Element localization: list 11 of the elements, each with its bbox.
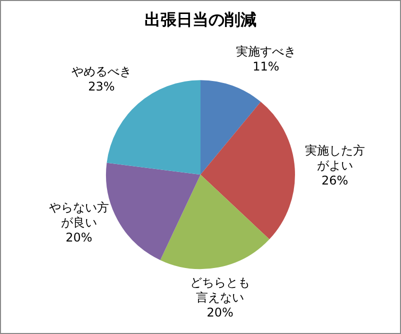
data-label: 20% — [66, 230, 92, 245]
slice-label: やらない方が良い — [48, 200, 109, 230]
data-label: 20% — [206, 305, 234, 320]
chart-title: 出張日当の削減 — [144, 10, 256, 29]
data-label: 23% — [88, 79, 115, 94]
data-label: 11% — [252, 59, 280, 74]
slice-label: やめるべき — [71, 64, 132, 78]
data-label: 26% — [321, 174, 348, 188]
slice-label: どちらとも言えない — [190, 275, 250, 304]
slice-label: 実施すべき — [236, 44, 296, 58]
slice-label: 実施した方がよい — [304, 144, 365, 173]
